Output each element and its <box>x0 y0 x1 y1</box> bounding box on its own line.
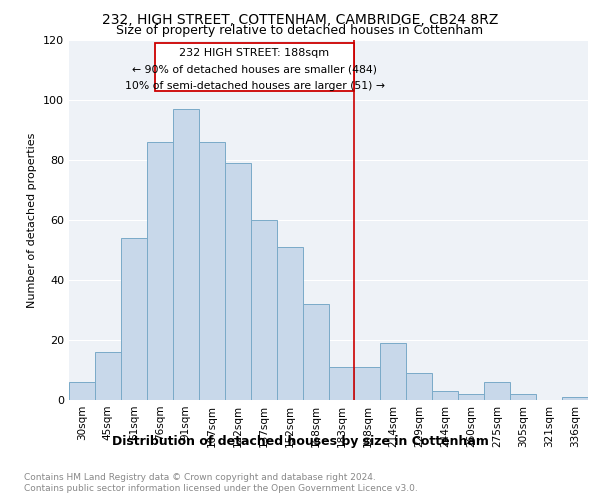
Bar <box>510 394 536 400</box>
Bar <box>173 109 199 400</box>
Bar <box>433 391 458 400</box>
Bar <box>458 394 484 400</box>
Bar <box>199 142 224 400</box>
Bar <box>251 220 277 400</box>
Text: Contains HM Land Registry data © Crown copyright and database right 2024.: Contains HM Land Registry data © Crown c… <box>24 472 376 482</box>
Bar <box>406 373 432 400</box>
Bar <box>121 238 147 400</box>
Bar <box>355 367 380 400</box>
Text: Size of property relative to detached houses in Cottenham: Size of property relative to detached ho… <box>116 24 484 37</box>
Bar <box>69 382 95 400</box>
Text: ← 90% of detached houses are smaller (484): ← 90% of detached houses are smaller (48… <box>132 64 377 74</box>
Bar <box>484 382 510 400</box>
Bar <box>95 352 121 400</box>
Y-axis label: Number of detached properties: Number of detached properties <box>28 132 37 308</box>
FancyBboxPatch shape <box>155 43 355 91</box>
Bar <box>380 343 406 400</box>
Bar <box>277 247 302 400</box>
Text: 10% of semi-detached houses are larger (51) →: 10% of semi-detached houses are larger (… <box>125 80 385 90</box>
Bar <box>302 304 329 400</box>
Text: Contains public sector information licensed under the Open Government Licence v3: Contains public sector information licen… <box>24 484 418 493</box>
Text: Distribution of detached houses by size in Cottenham: Distribution of detached houses by size … <box>112 435 488 448</box>
Bar <box>225 163 251 400</box>
Text: 232 HIGH STREET: 188sqm: 232 HIGH STREET: 188sqm <box>179 48 329 58</box>
Text: 232, HIGH STREET, COTTENHAM, CAMBRIDGE, CB24 8RZ: 232, HIGH STREET, COTTENHAM, CAMBRIDGE, … <box>102 12 498 26</box>
Bar <box>329 367 355 400</box>
Bar <box>562 397 588 400</box>
Bar <box>147 142 173 400</box>
